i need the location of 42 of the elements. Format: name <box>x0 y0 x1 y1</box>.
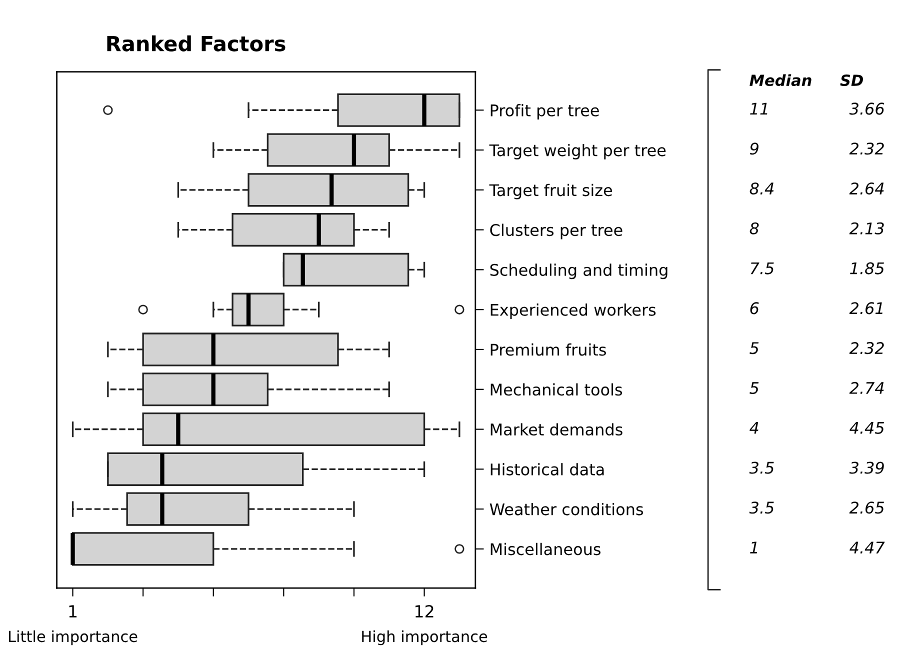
text: 2.61 <box>849 302 882 314</box>
text: Median <box>750 74 812 86</box>
y-tick-label: Historical data <box>490 463 604 476</box>
text: 4.47 <box>850 542 885 554</box>
text: 8.4 <box>750 182 774 195</box>
text: 6 <box>750 302 759 314</box>
x-tick-label: 12 <box>416 604 434 618</box>
text: 2.64 <box>849 182 884 195</box>
text: 9 <box>750 142 758 155</box>
text: 8 <box>750 222 759 234</box>
y-tick-label: Target fruit size <box>489 184 612 200</box>
y-tick-label: Market demands <box>490 423 622 436</box>
text: High importance <box>362 630 488 646</box>
text: 2.65 <box>849 502 884 514</box>
text: SD <box>840 74 863 86</box>
y-tick-label: Mechanical tools <box>490 383 622 396</box>
y-tick-label: Weather conditions <box>490 502 644 516</box>
text: 2.32 <box>849 342 884 354</box>
text: 5 <box>750 342 759 354</box>
text: 5 <box>750 382 759 394</box>
text: Little importance <box>9 630 138 646</box>
text: 3.66 <box>849 102 884 115</box>
text: 3.5 <box>749 502 774 514</box>
text: 4 <box>750 422 758 434</box>
y-tick-label: Target weight per tree <box>489 144 666 160</box>
text: 2.13 <box>849 222 884 234</box>
y-tick-label: Scheduling and timing <box>490 264 668 280</box>
y-tick-label: Clusters per tree <box>490 224 622 240</box>
text: 1 <box>750 542 758 554</box>
text: 1.85 <box>850 262 884 274</box>
y-tick-label: Premium fruits <box>490 343 606 356</box>
y-tick-label: Miscellaneous <box>490 542 600 556</box>
text: 4.45 <box>850 422 884 434</box>
text: 11 <box>750 102 768 115</box>
chart-title: Ranked Factors <box>107 35 286 52</box>
text: 7.5 <box>750 262 774 274</box>
text: 3.39 <box>849 462 884 474</box>
text: 3.5 <box>749 462 774 474</box>
text: 2.74 <box>849 382 884 394</box>
text: 2.32 <box>849 142 884 155</box>
y-tick-label: Profit per tree <box>490 104 599 120</box>
y-tick-label: Experienced workers <box>490 304 656 319</box>
